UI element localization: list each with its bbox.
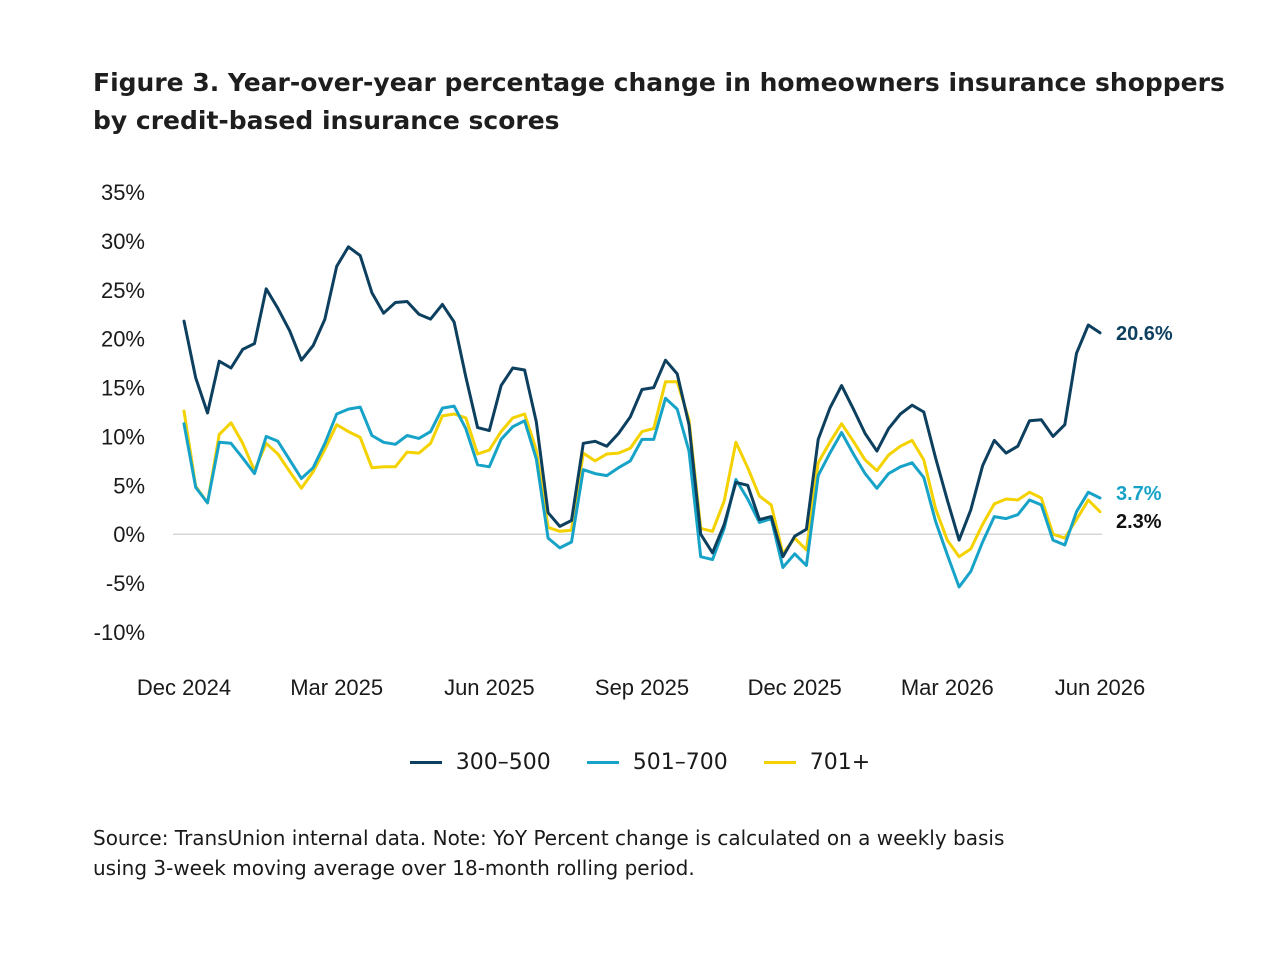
end-value-label: 3.7% [1116,483,1162,505]
x-tick-label: Jun 2025 [444,675,535,700]
y-tick-label: 35% [101,180,145,205]
end-value-label: 2.3% [1116,511,1162,533]
x-tick-label: Mar 2025 [290,675,383,700]
end-labels: 20.6% 3.7% 2.3% [1116,323,1173,533]
legend-item: 701+ [763,750,871,775]
legend-swatch [409,761,442,764]
y-tick-label: 25% [101,278,145,303]
x-tick-label: Dec 2024 [137,675,231,700]
y-axis: 35% 30% 25% 20% 15% 10% 5% 0% -5% -10% [94,180,145,645]
source-note-line-2: using 3-week moving average over 18-mont… [93,856,695,880]
line-chart: 35% 30% 25% 20% 15% 10% 5% 0% -5% -10% Dec 2024 Ma… [94,180,1173,700]
legend-swatch [763,761,796,764]
legend: 300–500 501–700 701+ [0,750,1280,775]
legend-item: 501–700 [586,750,728,775]
chart-title: Figure 3. Year-over-year percentage chan… [93,64,1233,140]
y-tick-label: 5% [113,473,145,498]
y-tick-label: -5% [106,571,145,596]
x-tick-label: Jun 2026 [1055,675,1146,700]
x-tick-label: Mar 2026 [901,675,994,700]
legend-label: 300–500 [455,750,551,775]
y-tick-label: 10% [101,424,145,449]
source-note-line-1: Source: TransUnion internal data. Note: … [93,826,1005,850]
y-tick-label: 20% [101,327,145,352]
x-axis: Dec 2024 Mar 2025 Jun 2025 Sep 2025 Dec 2025… [137,675,1145,700]
x-tick-label: Sep 2025 [595,675,689,700]
chart-title-line-1: Figure 3. Year-over-year percentage chan… [93,68,1225,97]
end-value-label: 20.6% [1116,323,1173,345]
series-line-2 [182,396,1102,589]
source-note: Source: TransUnion internal data. Note: … [93,823,1203,883]
series-line-1 [182,245,1102,559]
chart-title-line-2: by credit-based insurance scores [93,106,560,135]
y-tick-label: 0% [113,522,145,547]
legend-swatch [586,761,619,764]
y-tick-label: 15% [101,376,145,401]
y-tick-label: 30% [101,229,145,254]
legend-item: 300–500 [409,750,551,775]
series-lines [182,245,1102,589]
legend-label: 501–700 [632,750,728,775]
series-line-3 [182,380,1102,559]
y-tick-label: -10% [94,620,145,645]
x-tick-label: Dec 2025 [748,675,842,700]
legend-label: 701+ [809,750,871,775]
